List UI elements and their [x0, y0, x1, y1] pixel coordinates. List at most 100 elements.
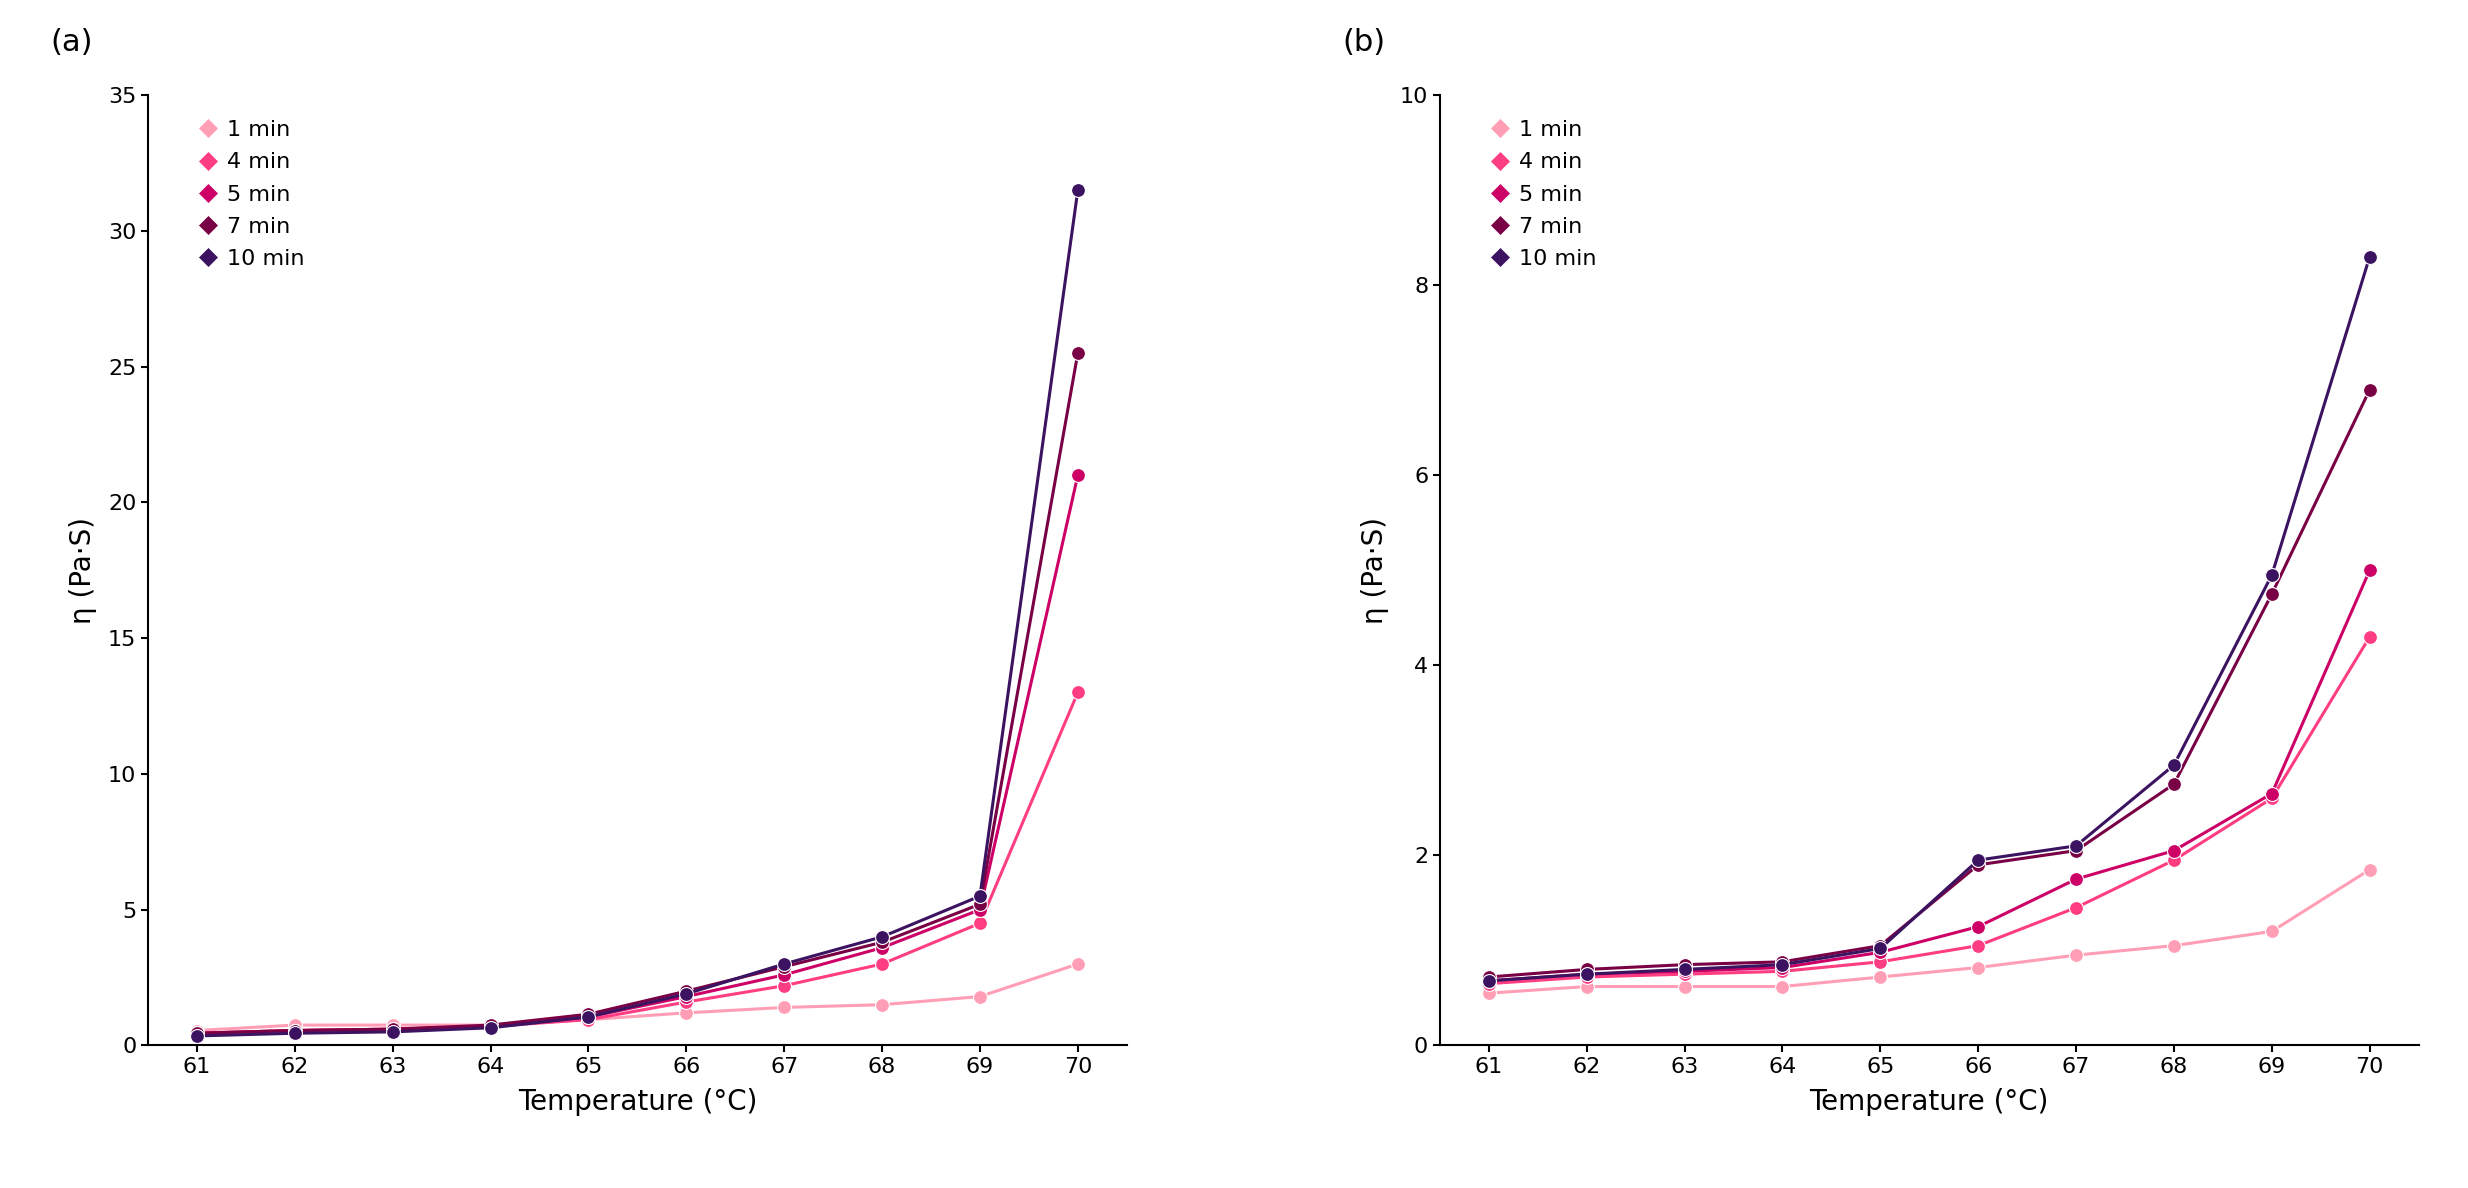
- 4 min: [2354, 630, 2384, 644]
- 10 min: [965, 889, 995, 903]
- 7 min: [866, 935, 896, 949]
- Text: (b): (b): [1343, 29, 1385, 57]
- Line: 10 min: 10 min: [1481, 249, 2377, 987]
- 1 min: [671, 1006, 701, 1020]
- Line: 4 min: 4 min: [190, 685, 1086, 1041]
- 10 min: [573, 1010, 602, 1024]
- Legend: 1 min, 4 min, 5 min, 7 min, 10 min: 1 min, 4 min, 5 min, 7 min, 10 min: [197, 115, 308, 273]
- 1 min: [2061, 948, 2090, 962]
- 4 min: [2258, 791, 2288, 805]
- Line: 1 min: 1 min: [190, 958, 1086, 1037]
- 5 min: [1064, 468, 1093, 482]
- 1 min: [1064, 956, 1093, 971]
- 4 min: [866, 956, 896, 971]
- 10 min: [476, 1020, 506, 1035]
- 5 min: [476, 1019, 506, 1034]
- 1 min: [866, 998, 896, 1012]
- 10 min: [1064, 183, 1093, 197]
- 1 min: [2354, 862, 2384, 877]
- 10 min: [2160, 758, 2189, 772]
- 4 min: [378, 1022, 407, 1036]
- 4 min: [1572, 969, 1602, 984]
- Line: 7 min: 7 min: [190, 346, 1086, 1041]
- 4 min: [1064, 685, 1093, 700]
- 5 min: [378, 1022, 407, 1036]
- 4 min: [1866, 955, 1895, 969]
- 7 min: [183, 1026, 212, 1041]
- 1 min: [1572, 979, 1602, 993]
- 4 min: [279, 1023, 308, 1037]
- 5 min: [2354, 563, 2384, 577]
- 7 min: [1866, 939, 1895, 953]
- Line: 4 min: 4 min: [1481, 630, 2377, 991]
- 4 min: [476, 1019, 506, 1034]
- 10 min: [1473, 974, 1503, 988]
- 5 min: [770, 968, 800, 982]
- 5 min: [279, 1023, 308, 1037]
- 10 min: [1965, 853, 1994, 867]
- 4 min: [965, 916, 995, 930]
- 5 min: [671, 990, 701, 1004]
- 5 min: [1767, 960, 1797, 974]
- 1 min: [2258, 924, 2288, 939]
- 5 min: [1671, 965, 1700, 979]
- 1 min: [2160, 939, 2189, 953]
- 1 min: [183, 1023, 212, 1037]
- Line: 7 min: 7 min: [1481, 383, 2377, 984]
- 10 min: [378, 1025, 407, 1040]
- 7 min: [2061, 843, 2090, 858]
- 1 min: [1671, 979, 1700, 993]
- 10 min: [770, 956, 800, 971]
- X-axis label: Temperature (°C): Temperature (°C): [1809, 1088, 2048, 1117]
- 5 min: [573, 1010, 602, 1024]
- 5 min: [2160, 843, 2189, 858]
- 4 min: [770, 979, 800, 993]
- 5 min: [2258, 786, 2288, 801]
- 10 min: [2258, 568, 2288, 582]
- 5 min: [2061, 872, 2090, 886]
- 5 min: [1965, 920, 1994, 934]
- 4 min: [671, 994, 701, 1009]
- 7 min: [1965, 858, 1994, 872]
- 7 min: [378, 1022, 407, 1036]
- 7 min: [1671, 958, 1700, 972]
- 5 min: [183, 1026, 212, 1041]
- 4 min: [2160, 853, 2189, 867]
- 4 min: [183, 1026, 212, 1041]
- 1 min: [770, 1000, 800, 1015]
- 5 min: [1866, 946, 1895, 960]
- 1 min: [1767, 979, 1797, 993]
- 10 min: [1671, 962, 1700, 977]
- 10 min: [2354, 249, 2384, 264]
- 7 min: [770, 960, 800, 974]
- 10 min: [866, 930, 896, 944]
- 7 min: [965, 897, 995, 911]
- Line: 1 min: 1 min: [1481, 862, 2377, 1000]
- Line: 5 min: 5 min: [1481, 563, 2377, 987]
- 7 min: [1767, 955, 1797, 969]
- 1 min: [279, 1018, 308, 1032]
- 7 min: [573, 1007, 602, 1022]
- 10 min: [1866, 941, 1895, 955]
- 10 min: [1767, 958, 1797, 972]
- 1 min: [378, 1018, 407, 1032]
- Line: 10 min: 10 min: [190, 183, 1086, 1043]
- 10 min: [1572, 967, 1602, 981]
- 7 min: [671, 984, 701, 998]
- 7 min: [1064, 346, 1093, 360]
- Line: 5 min: 5 min: [190, 468, 1086, 1041]
- 4 min: [1767, 965, 1797, 979]
- Legend: 1 min, 4 min, 5 min, 7 min, 10 min: 1 min, 4 min, 5 min, 7 min, 10 min: [1491, 115, 1602, 273]
- 7 min: [1473, 969, 1503, 984]
- 10 min: [279, 1026, 308, 1041]
- 1 min: [476, 1018, 506, 1032]
- Text: (a): (a): [49, 29, 94, 57]
- 7 min: [476, 1018, 506, 1032]
- 5 min: [1473, 974, 1503, 988]
- 7 min: [2354, 383, 2384, 397]
- 10 min: [183, 1029, 212, 1043]
- 5 min: [866, 941, 896, 955]
- 5 min: [1572, 967, 1602, 981]
- Y-axis label: η (Pa·S): η (Pa·S): [1360, 517, 1389, 624]
- 10 min: [2061, 839, 2090, 853]
